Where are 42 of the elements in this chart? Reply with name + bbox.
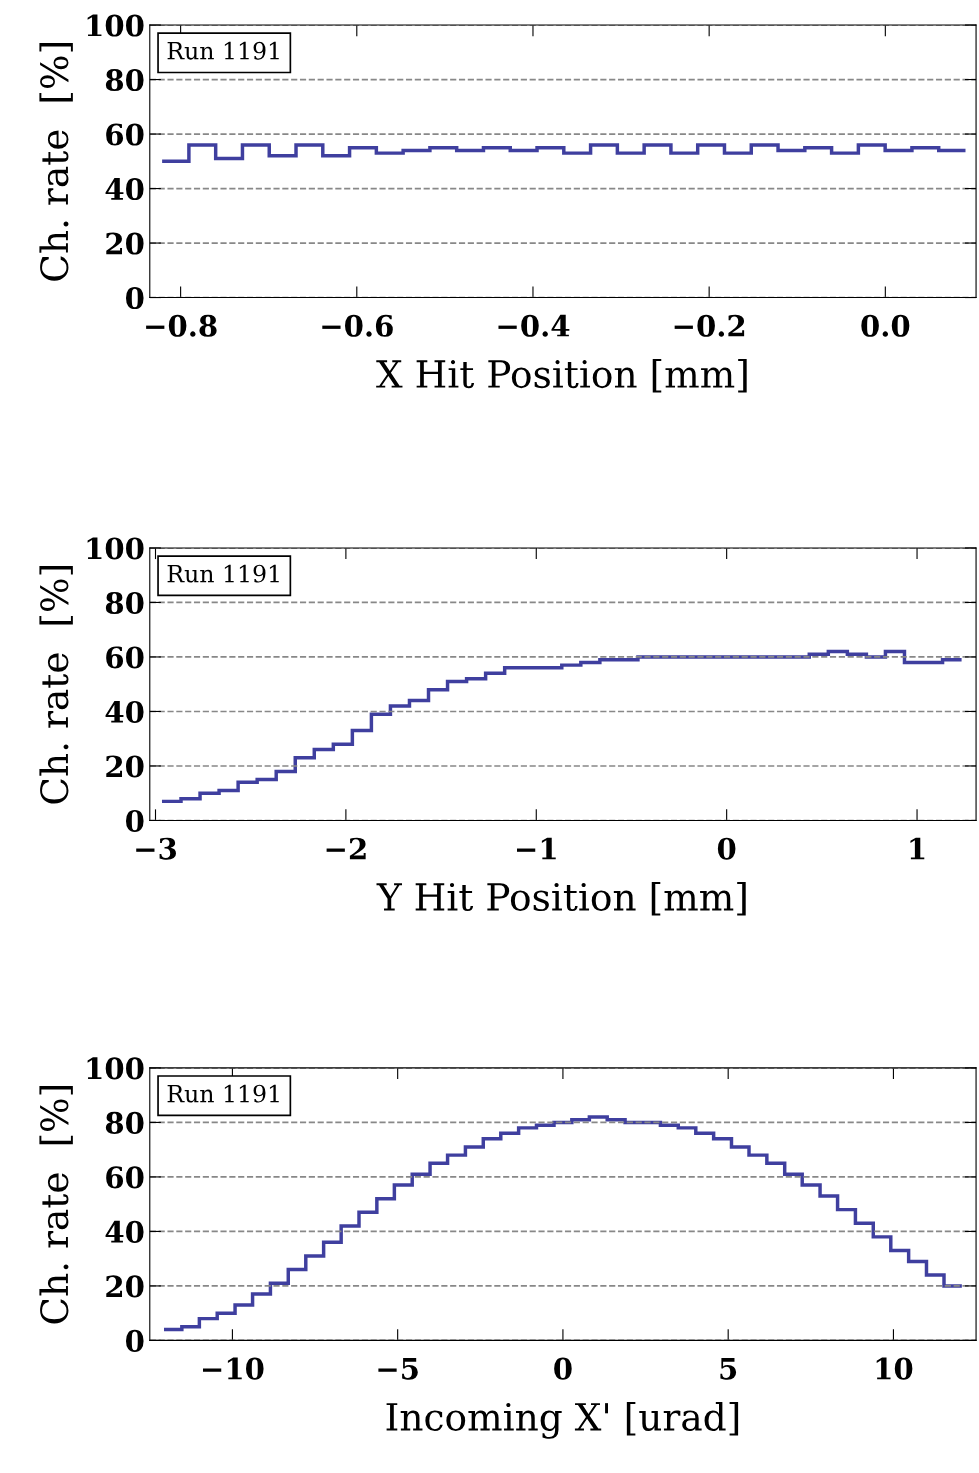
x-tick-label: 0 bbox=[554, 1357, 572, 1380]
y-tick-label: 20 bbox=[106, 1275, 144, 1298]
x-tick-label: −3 bbox=[136, 837, 176, 860]
y-tick-label: 80 bbox=[105, 591, 144, 614]
y-tick-label: 20 bbox=[106, 232, 144, 255]
annotation: Run 1191 bbox=[167, 564, 279, 583]
y-axis-title: Ch. rate [%] bbox=[39, 565, 73, 804]
y-tick-label: 60 bbox=[106, 1166, 144, 1189]
y-tick-label: 100 bbox=[87, 14, 144, 37]
y-axis-title: Ch. rate [%] bbox=[39, 43, 73, 281]
y-tick-label: 40 bbox=[105, 177, 144, 201]
x-axis-title: Y Hit Position [mm] bbox=[376, 882, 746, 916]
y-tick-label: 40 bbox=[105, 1220, 144, 1243]
x-tick-label: 10 bbox=[876, 1357, 913, 1380]
x-tick-label: 0.0 bbox=[861, 314, 910, 337]
x-tick-label: −0.6 bbox=[322, 314, 393, 337]
x-tick-label: −0.4 bbox=[498, 314, 570, 337]
annotation: Run 1191 bbox=[167, 41, 279, 60]
y-tick-label: 20 bbox=[106, 755, 144, 778]
y-tick-label: 100 bbox=[87, 537, 144, 560]
x-tick-label: −2 bbox=[326, 837, 366, 860]
y-tick-label: 100 bbox=[87, 1057, 144, 1080]
x-tick-label: −10 bbox=[202, 1357, 264, 1380]
y-tick-label: 60 bbox=[106, 646, 144, 669]
annotation: Run 1191 bbox=[167, 1084, 279, 1103]
y-tick-label: 0 bbox=[126, 286, 144, 310]
x-tick-label: −1 bbox=[516, 837, 556, 860]
x-tick-label: −0.2 bbox=[674, 314, 745, 337]
y-tick-label: 80 bbox=[105, 68, 144, 92]
y-tick-label: 0 bbox=[126, 1329, 144, 1352]
x-tick-label: 0 bbox=[717, 837, 736, 860]
x-tick-label: −0.8 bbox=[146, 314, 217, 337]
x-tick-label: 5 bbox=[720, 1357, 737, 1380]
y-tick-label: 80 bbox=[105, 1111, 144, 1134]
x-tick-label: 1 bbox=[910, 837, 925, 860]
y-tick-label: 40 bbox=[105, 700, 144, 723]
y-tick-label: 0 bbox=[126, 809, 144, 832]
y-tick-label: 60 bbox=[106, 123, 144, 146]
y-axis-title: Ch. rate [%] bbox=[39, 1085, 73, 1324]
x-axis-title: X Hit Position [mm] bbox=[376, 359, 747, 393]
x-tick-label: −5 bbox=[378, 1357, 418, 1380]
x-axis-title: Incoming X' [urad] bbox=[386, 1401, 739, 1439]
